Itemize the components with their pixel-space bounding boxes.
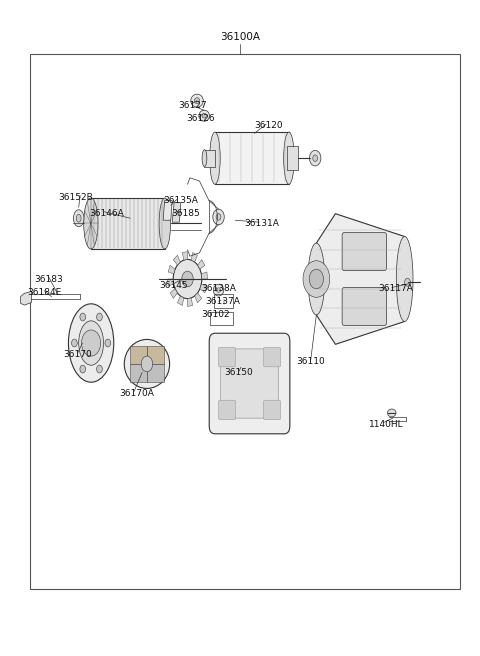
Text: 36117A: 36117A bbox=[378, 284, 413, 293]
Text: 36120: 36120 bbox=[254, 121, 283, 130]
Polygon shape bbox=[195, 293, 202, 303]
Circle shape bbox=[80, 313, 85, 321]
FancyBboxPatch shape bbox=[218, 400, 236, 420]
Circle shape bbox=[313, 155, 318, 161]
Polygon shape bbox=[170, 289, 178, 298]
Circle shape bbox=[405, 278, 410, 286]
Text: 36150: 36150 bbox=[225, 368, 253, 377]
Polygon shape bbox=[182, 251, 188, 260]
FancyBboxPatch shape bbox=[342, 233, 386, 270]
Circle shape bbox=[173, 259, 202, 298]
Text: 36110: 36110 bbox=[296, 358, 325, 367]
FancyBboxPatch shape bbox=[218, 347, 236, 367]
Ellipse shape bbox=[73, 210, 84, 227]
Polygon shape bbox=[200, 284, 207, 293]
FancyBboxPatch shape bbox=[342, 287, 386, 325]
Ellipse shape bbox=[213, 284, 224, 296]
FancyBboxPatch shape bbox=[130, 364, 147, 382]
Text: 36126: 36126 bbox=[187, 114, 215, 123]
Ellipse shape bbox=[79, 321, 104, 365]
Circle shape bbox=[80, 365, 85, 373]
Polygon shape bbox=[168, 279, 174, 286]
Polygon shape bbox=[178, 296, 184, 306]
Circle shape bbox=[310, 150, 321, 166]
Text: 36185: 36185 bbox=[171, 209, 200, 218]
Circle shape bbox=[105, 339, 111, 347]
Polygon shape bbox=[201, 272, 207, 279]
Text: 36135A: 36135A bbox=[164, 196, 199, 205]
Bar bbox=[214, 294, 233, 308]
Circle shape bbox=[182, 271, 193, 287]
Ellipse shape bbox=[199, 110, 209, 121]
FancyBboxPatch shape bbox=[147, 364, 164, 382]
Ellipse shape bbox=[308, 243, 324, 315]
Text: 1140HL: 1140HL bbox=[369, 420, 404, 429]
Polygon shape bbox=[316, 214, 405, 344]
Circle shape bbox=[82, 330, 101, 356]
Circle shape bbox=[141, 356, 153, 372]
Bar bbox=[91, 198, 165, 249]
Ellipse shape bbox=[194, 98, 200, 104]
Text: 36183: 36183 bbox=[34, 274, 62, 283]
Text: 36170A: 36170A bbox=[120, 389, 155, 398]
Ellipse shape bbox=[76, 215, 81, 222]
Circle shape bbox=[216, 214, 221, 220]
FancyBboxPatch shape bbox=[264, 347, 281, 367]
Ellipse shape bbox=[387, 409, 396, 417]
Text: 36170: 36170 bbox=[63, 350, 92, 359]
Ellipse shape bbox=[210, 132, 220, 184]
Text: 36131A: 36131A bbox=[245, 219, 280, 228]
Text: 36145: 36145 bbox=[159, 281, 188, 290]
Bar bbox=[287, 146, 298, 170]
Text: 36137A: 36137A bbox=[205, 297, 240, 306]
Text: |: | bbox=[222, 298, 224, 304]
Polygon shape bbox=[188, 298, 192, 306]
Text: 36100A: 36100A bbox=[220, 32, 260, 43]
Ellipse shape bbox=[124, 339, 169, 388]
FancyBboxPatch shape bbox=[264, 400, 281, 420]
FancyBboxPatch shape bbox=[209, 333, 290, 434]
Bar bbox=[204, 150, 215, 167]
Polygon shape bbox=[191, 253, 198, 262]
Polygon shape bbox=[172, 203, 181, 222]
Circle shape bbox=[309, 269, 324, 289]
FancyBboxPatch shape bbox=[130, 346, 147, 364]
Polygon shape bbox=[168, 265, 175, 274]
Circle shape bbox=[96, 313, 102, 321]
Ellipse shape bbox=[202, 150, 207, 167]
Ellipse shape bbox=[159, 198, 170, 249]
Circle shape bbox=[303, 260, 330, 297]
Circle shape bbox=[72, 339, 77, 347]
Ellipse shape bbox=[284, 132, 294, 184]
Text: 36152B: 36152B bbox=[59, 193, 94, 202]
Ellipse shape bbox=[396, 237, 413, 321]
Polygon shape bbox=[173, 255, 180, 265]
Polygon shape bbox=[21, 291, 32, 305]
Circle shape bbox=[213, 209, 224, 225]
Ellipse shape bbox=[84, 198, 98, 249]
Text: 36184E: 36184E bbox=[28, 287, 62, 297]
Text: 36127: 36127 bbox=[178, 102, 206, 110]
Polygon shape bbox=[163, 201, 172, 220]
Circle shape bbox=[96, 365, 102, 373]
Ellipse shape bbox=[191, 94, 203, 107]
FancyBboxPatch shape bbox=[221, 349, 278, 418]
Ellipse shape bbox=[202, 113, 206, 118]
FancyBboxPatch shape bbox=[147, 346, 164, 364]
FancyBboxPatch shape bbox=[215, 132, 289, 184]
Ellipse shape bbox=[69, 304, 114, 382]
Text: 36146A: 36146A bbox=[90, 209, 124, 218]
Text: 36102: 36102 bbox=[201, 310, 229, 319]
Bar bbox=[30, 54, 459, 589]
Polygon shape bbox=[198, 260, 205, 269]
Text: 36138A: 36138A bbox=[201, 284, 236, 293]
Bar bbox=[210, 312, 233, 325]
Ellipse shape bbox=[216, 288, 221, 293]
